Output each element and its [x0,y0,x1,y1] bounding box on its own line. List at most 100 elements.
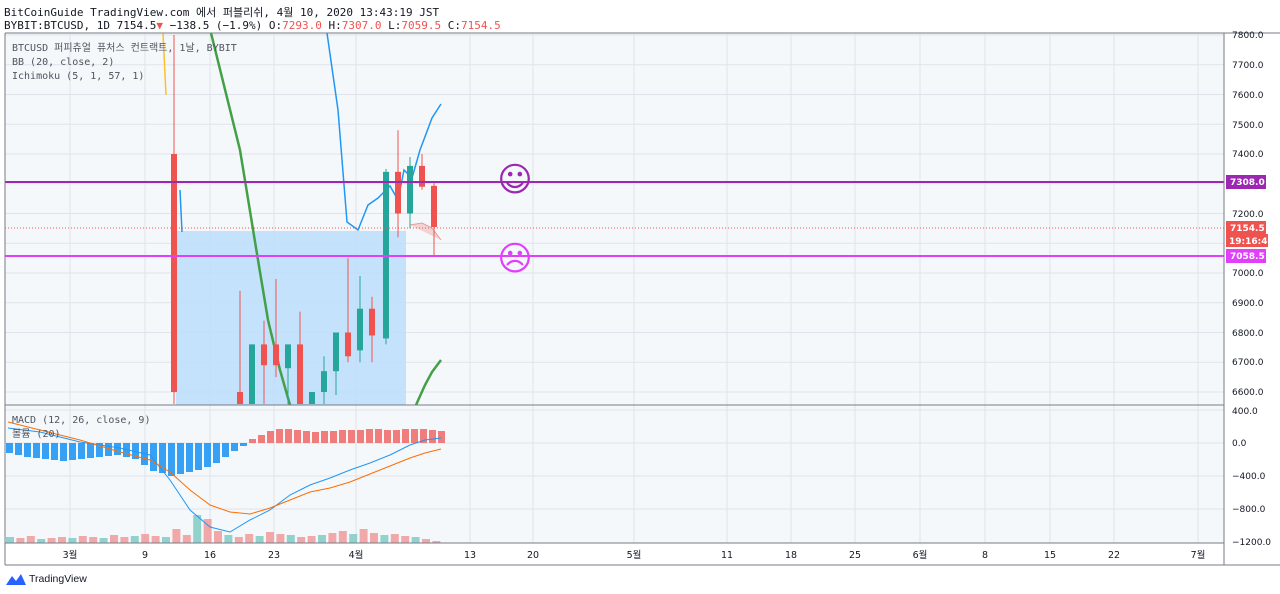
lower-line-price-badge [1226,249,1266,263]
macd-bar [348,430,355,443]
bollinger-line [326,32,442,232]
macd-bar [6,443,13,453]
volume-bar [297,537,306,543]
time-tick: 20 [527,550,539,561]
volume-bar [266,532,274,543]
macd-line [7,427,442,533]
macd-bar [213,443,220,463]
time-tick: 8 [982,550,988,561]
frowny-icon[interactable]: ☹ [497,239,532,279]
macd-bar [375,429,382,443]
volume-bar [286,535,295,543]
macd-bar [96,443,103,457]
volume-bar [130,536,139,543]
macd-bar [285,429,292,443]
price-tick: 7000.0 [1232,269,1264,279]
macd-bar [312,432,319,443]
macd-bar [339,430,346,443]
candle-body [321,371,327,392]
macd-bar [69,443,76,460]
tradingview-brand[interactable]: TradingView [6,573,87,585]
volume-bar [141,534,150,543]
volume-bar [224,535,233,543]
countdown-badge [1226,234,1268,247]
candle-body [171,154,177,392]
macd-bar [33,443,40,458]
macd-bar [402,429,409,443]
last-price-badge [1226,221,1266,234]
macd-histogram [6,421,445,533]
macd-bar [42,443,49,459]
macd-axis[interactable]: 400.0 0.0 −400.0 −800.0 −1200.0 [1232,407,1271,548]
candle-body [273,344,279,366]
volume-bar [6,537,14,543]
price-change: −138.5 (−1.9%) [169,19,263,32]
candle-body [431,185,437,228]
macd-tick: −800.0 [1232,505,1266,515]
smiley-icon[interactable]: ☺ [497,160,532,200]
indicator-lines [162,32,442,406]
ohlc-header: BYBIT:BTCUSD, 1D 7154.5▼ −138.5 (−1.9%) … [4,19,501,32]
volume-bar [193,515,202,543]
candle-body [309,392,315,404]
signal-line [7,421,442,515]
publish-info: BitCoinGuide TradingView.com 에서 퍼블리쉬, 4월… [4,4,439,20]
macd-bar [60,443,67,461]
macd-pane[interactable] [5,405,1224,543]
time-tick: 13 [464,550,476,561]
volume-bar [37,539,46,543]
highlight-box [176,231,406,405]
volume-bar [58,537,66,543]
macd-bar [438,431,445,443]
publish-info-text: BitCoinGuide TradingView.com 에서 퍼블리쉬, 4월… [4,6,440,19]
open-value: 7293.0 [282,19,322,32]
legend-ichimoku: Ichimoku (5, 1, 57, 1) [12,71,144,82]
volume-bar [411,537,420,543]
volume-bar [172,529,181,543]
lower-line-price: 7058.5 [1230,252,1265,262]
time-tick: 25 [849,550,861,561]
macd-bar [420,429,427,443]
macd-bar [393,430,400,443]
macd-bar [429,430,436,443]
macd-bar [222,443,229,457]
macd-bar [384,430,391,443]
macd-bar [114,443,121,455]
volume-bar [318,535,326,543]
low-value: 7059.5 [401,19,442,32]
macd-tick: −1200.0 [1232,538,1271,548]
candle-body [237,392,243,404]
yellow-line [162,32,167,96]
candle-body [369,308,375,336]
candle-body [261,344,267,366]
candle-body [297,344,303,404]
volume-bar [47,538,56,543]
macd-bar [186,443,193,472]
macd-bar [294,430,301,443]
time-tick: 18 [785,550,797,561]
ichimoku-line [414,359,442,406]
volume-bars [6,515,441,543]
time-tick: 16 [204,550,216,561]
time-tick: 7월 [1191,549,1206,561]
macd-bar [357,430,364,443]
macd-tick: 0.0 [1232,439,1247,449]
last-price: 7154.5 [1230,224,1265,234]
volume-bar [255,536,264,543]
price-axis[interactable]: 7800.0 7700.0 7600.0 7500.0 7400.0 7200.… [1232,31,1264,398]
volume-bar [307,536,316,543]
volume-bar [78,536,87,543]
macd-bar [87,443,94,458]
volume-bar [110,535,118,543]
volume-bar [214,531,222,543]
time-tick: 4월 [349,549,364,561]
time-axis[interactable]: 3월 9 16 23 4월 13 20 5월 11 18 25 6월 8 15 … [63,549,1206,561]
down-arrow-icon: ▼ [156,19,163,32]
upper-line-price-badge [1226,175,1266,189]
volume-bar [370,533,378,543]
macd-tick: 400.0 [1232,407,1258,417]
volume-bar [359,529,368,543]
macd-tick: −400.0 [1232,472,1266,482]
high-label: H: [328,19,342,32]
